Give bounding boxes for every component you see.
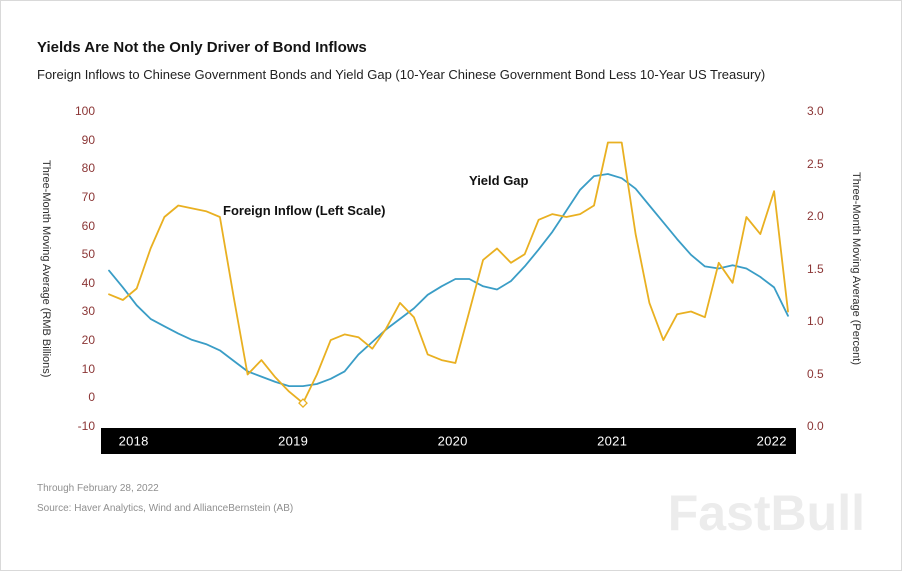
left-axis-tick-label: 90 — [81, 132, 95, 147]
left-axis-tick-label: 70 — [81, 189, 95, 204]
left-axis-tick-label: 10 — [81, 361, 95, 376]
yield-gap-series-label: Yield Gap — [469, 173, 529, 188]
right-axis-tick-label: 3.0 — [807, 104, 824, 118]
source-note: Source: Haver Analytics, Wind and Allian… — [37, 503, 294, 514]
right-axis-tick-label: 2.5 — [807, 156, 824, 171]
x-axis-year-label: 2019 — [278, 433, 309, 449]
chart-subtitle: Foreign Inflows to Chinese Government Bo… — [37, 67, 766, 82]
series-line-foreign-inflow — [108, 141, 789, 405]
chart-title: Yields Are Not the Only Driver of Bond I… — [37, 39, 367, 56]
right-axis-tick-label: 2.0 — [807, 209, 824, 223]
foreign-inflow-series-label: Foreign Inflow (Left Scale) — [223, 203, 386, 218]
series-line-yield-gap — [108, 173, 789, 388]
right-axis-title: Three-Month Moving Average (Percent) — [850, 172, 862, 365]
x-axis-year-label: 2018 — [118, 433, 149, 449]
through-date-note: Through February 28, 2022 — [37, 483, 159, 494]
left-axis-tick-label: 60 — [81, 218, 95, 233]
left-axis-tick-label: 50 — [81, 247, 95, 262]
left-axis-tick-label: 20 — [81, 333, 95, 348]
left-axis-tick-label: 40 — [81, 275, 95, 290]
x-axis-year-label: 2022 — [756, 433, 787, 449]
right-axis-tick-label: 1.0 — [807, 314, 824, 328]
left-axis-tick-label: 30 — [81, 304, 95, 319]
right-axis-tick-label: 0.5 — [807, 366, 824, 381]
left-axis-title: Three-Month Moving Average (RMB Billions… — [40, 159, 52, 378]
left-axis-tick-label: 0 — [88, 390, 95, 405]
left-axis-tick-label: -10 — [77, 419, 95, 433]
x-axis-year-label: 2021 — [597, 433, 628, 449]
fastbull-watermark: FastBull — [667, 485, 865, 541]
right-axis-tick-label: 1.5 — [807, 261, 824, 276]
x-axis-band: 2018 2019 2020 2021 2022 — [101, 428, 796, 454]
left-axis-tick-label: 100 — [74, 104, 95, 118]
right-axis-tick-label: 0.0 — [807, 419, 824, 433]
x-axis-year-label: 2020 — [437, 433, 468, 449]
left-axis-tick-label: 80 — [81, 161, 95, 176]
min-point-marker — [298, 398, 308, 409]
plot-area — [108, 141, 789, 409]
